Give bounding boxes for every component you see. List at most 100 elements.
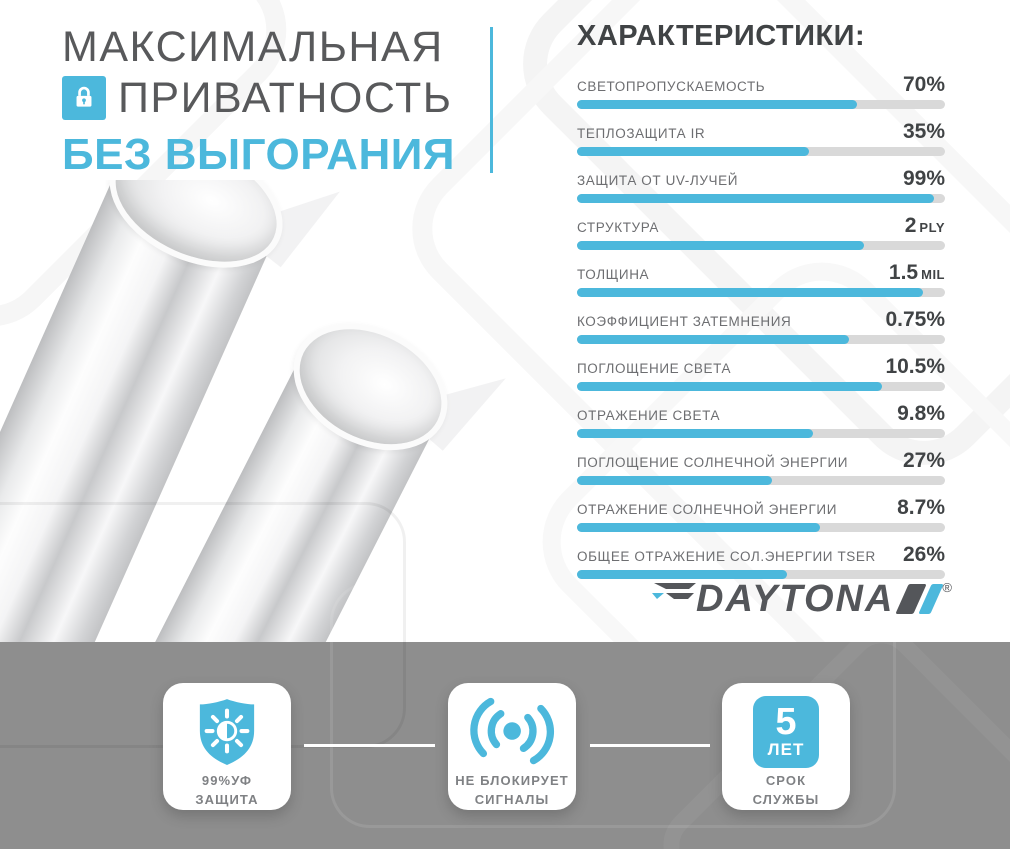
spec-value-number: 99 (902, 167, 927, 190)
spec-value-unit: % (926, 73, 945, 96)
spec-value: 35% (903, 120, 945, 144)
spec-bar-track (577, 241, 945, 250)
spec-bar-fill (577, 288, 923, 297)
spec-bar-fill (577, 241, 865, 250)
spec-value-number: 70 (902, 73, 927, 96)
badge-text: 99%УФ ЗАЩИТА (195, 772, 258, 810)
badge-connector-line (590, 744, 710, 747)
spec-value: 8.7% (897, 496, 945, 520)
badge-text-line: НЕ БЛОКИРУЕТ (455, 773, 569, 788)
spec-label: ПОГЛОЩЕНИЕ СОЛНЕЧНОЙ ЭНЕРГИИ (577, 455, 849, 470)
spec-row: ОТРАЖЕНИЕ СВЕТА 9.8% (577, 402, 945, 438)
spec-row-header: ОБЩЕЕ ОТРАЖЕНИЕ СОЛ.ЭНЕРГИИ TSER 26% (577, 543, 945, 567)
badge-service-life: 5 ЛЕТ СРОК СЛУЖБЫ (722, 683, 850, 810)
spec-bar-fill (577, 382, 883, 391)
spec-row: ПОГЛОЩЕНИЕ СОЛНЕЧНОЙ ЭНЕРГИИ 27% (577, 449, 945, 485)
spec-bar-fill (577, 335, 850, 344)
badge-text: СРОК СЛУЖБЫ (753, 772, 820, 810)
spec-row: ЗАЩИТА ОТ UV-ЛУЧЕЙ 99% (577, 167, 945, 203)
badge-signal-friendly: НЕ БЛОКИРУЕТ СИГНАЛЫ (448, 683, 576, 810)
spec-label: ПОГЛОЩЕНИЕ СВЕТА (577, 361, 732, 376)
brand-logo: DAYTONA ® (650, 580, 952, 618)
spec-row: ОБЩЕЕ ОТРАЖЕНИЕ СОЛ.ЭНЕРГИИ TSER 26% (577, 543, 945, 579)
specs-panel: ХАРАКТЕРИСТИКИ: СВЕТОПРОПУСКАЕМОСТЬ 70% … (577, 20, 945, 592)
spec-row: КОЭФФИЦИЕНТ ЗАТЕМНЕНИЯ 0.75% (577, 308, 945, 344)
spec-rows: СВЕТОПРОПУСКАЕМОСТЬ 70% ТЕПЛОЗАЩИТА IR 3… (577, 73, 945, 579)
spec-label: КОЭФФИЦИЕНТ ЗАТЕМНЕНИЯ (577, 314, 792, 329)
spec-row-header: СТРУКТУРА 2 PLY (577, 214, 945, 238)
spec-value-unit: % (926, 355, 945, 378)
spec-bar-track (577, 335, 945, 344)
spec-bar-fill (577, 476, 773, 485)
spec-value-number: 35 (902, 120, 927, 143)
spec-label: ЗАЩИТА ОТ UV-ЛУЧЕЙ (577, 173, 739, 188)
spec-bar-track (577, 100, 945, 109)
spec-row-header: ОТРАЖЕНИЕ СОЛНЕЧНОЙ ЭНЕРГИИ 8.7% (577, 496, 945, 520)
spec-row: ТЕПЛОЗАЩИТА IR 35% (577, 120, 945, 156)
spec-value-number: 8.7 (897, 496, 927, 519)
spec-label: ОТРАЖЕНИЕ СВЕТА (577, 408, 721, 423)
spec-bar-track (577, 288, 945, 297)
spec-row-header: ЗАЩИТА ОТ UV-ЛУЧЕЙ 99% (577, 167, 945, 191)
spec-value-unit: % (926, 308, 945, 331)
spec-row: СВЕТОПРОПУСКАЕМОСТЬ 70% (577, 73, 945, 109)
title-line-3: БЕЗ ВЫГОРАНИЯ (62, 130, 455, 179)
spec-bar-fill (577, 100, 857, 109)
spec-bar-fill (577, 570, 787, 579)
spec-value-unit: MIL (921, 267, 945, 282)
spec-bar-track (577, 194, 945, 203)
years-number: 5 (775, 700, 797, 743)
spec-value: 2 PLY (905, 214, 945, 238)
spec-value: 10.5% (885, 355, 945, 379)
spec-label: ОТРАЖЕНИЕ СОЛНЕЧНОЙ ЭНЕРГИИ (577, 502, 838, 517)
spec-row: ТОЛЩИНА 1.5 MIL (577, 261, 945, 297)
logo-wing-icon (650, 577, 698, 616)
badge-text: НЕ БЛОКИРУЕТ СИГНАЛЫ (455, 772, 569, 810)
spec-row-header: ПОГЛОЩЕНИЕ СОЛНЕЧНОЙ ЭНЕРГИИ 27% (577, 449, 945, 473)
spec-value: 0.75% (885, 308, 945, 332)
spec-bar-track (577, 523, 945, 532)
spec-row: ОТРАЖЕНИЕ СОЛНЕЧНОЙ ЭНЕРГИИ 8.7% (577, 496, 945, 532)
film-roll-opening (89, 180, 303, 293)
spec-label: ОБЩЕЕ ОТРАЖЕНИЕ СОЛ.ЭНЕРГИИ TSER (577, 549, 876, 564)
badge-text-line: СИГНАЛЫ (474, 791, 550, 807)
film-rolls-image (0, 180, 545, 642)
title-line-1: МАКСИМАЛЬНАЯ (62, 23, 444, 71)
title-line-2-text: ПРИВАТНОСТЬ (118, 73, 453, 122)
spec-value-unit: % (926, 449, 945, 472)
badge-text-line: СРОК (765, 773, 807, 788)
spec-row: ПОГЛОЩЕНИЕ СВЕТА 10.5% (577, 355, 945, 391)
spec-bar-track (577, 570, 945, 579)
spec-value-unit: % (926, 496, 945, 519)
spec-bar-track (577, 147, 945, 156)
spec-row-header: ТОЛЩИНА 1.5 MIL (577, 261, 945, 285)
title-line-2: ПРИВАТНОСТЬ (62, 76, 452, 120)
spec-bar-fill (577, 147, 809, 156)
spec-value-number: 0.75 (885, 308, 927, 331)
years-unit: ЛЕТ (767, 740, 805, 760)
spec-bar-fill (577, 429, 813, 438)
spec-value: 1.5 MIL (889, 261, 945, 285)
headline-block: МАКСИМАЛЬНАЯ ПРИВАТНОСТЬ БЕЗ ВЫГОРАНИЯ (62, 26, 492, 186)
spec-value-number: 9.8 (897, 402, 927, 425)
spec-row-header: ОТРАЖЕНИЕ СВЕТА 9.8% (577, 402, 945, 426)
spec-row-header: СВЕТОПРОПУСКАЕМОСТЬ 70% (577, 73, 945, 97)
spec-value-number: 27 (902, 449, 927, 472)
spec-value-unit: % (926, 402, 945, 425)
spec-row: СТРУКТУРА 2 PLY (577, 214, 945, 250)
spec-value: 99% (903, 167, 945, 191)
spec-value-unit: % (926, 167, 945, 190)
lock-icon (62, 76, 106, 120)
spec-value-number: 26 (902, 543, 927, 566)
spec-value-number: 2 (904, 214, 917, 237)
spec-value-unit: PLY (919, 220, 945, 235)
badge-text-line: ЗАЩИТА (195, 791, 259, 807)
five-years-box: 5 ЛЕТ (753, 696, 819, 768)
spec-value: 9.8% (897, 402, 945, 426)
spec-value: 70% (903, 73, 945, 97)
title-divider (490, 27, 493, 173)
spec-value-number: 1.5 (888, 261, 919, 284)
spec-label: СТРУКТУРА (577, 220, 660, 235)
badge-uv-protection: 99%УФ ЗАЩИТА (163, 683, 291, 810)
